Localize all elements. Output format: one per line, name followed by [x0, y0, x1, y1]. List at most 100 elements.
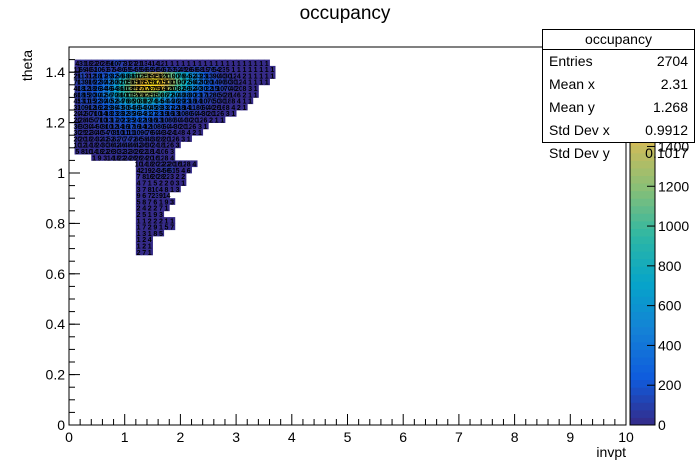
heatmap-cell — [185, 103, 192, 111]
cell-value-label: 42 — [112, 143, 120, 150]
cell-value-label: 18 — [85, 61, 93, 68]
cell-value-label: 5 — [226, 67, 230, 74]
heatmap-cell — [119, 147, 126, 155]
cell-value-label: 2 — [148, 206, 152, 213]
heatmap-cell — [163, 198, 170, 205]
cell-value-label: 1 — [243, 61, 247, 68]
cell-value-label: 30 — [146, 143, 154, 150]
heatmap-cell — [163, 116, 170, 123]
heatmap-cell — [213, 110, 220, 117]
cell-value-label: 21 — [140, 168, 148, 175]
cell-value-label: 3 — [181, 136, 185, 143]
heatmap-cell — [130, 116, 137, 123]
heatmap-cell — [158, 141, 165, 149]
heatmap-cell — [119, 78, 126, 86]
cell-value-label: 4 — [237, 99, 241, 106]
heatmap-cell — [163, 110, 170, 117]
heatmap-cell — [158, 160, 165, 168]
cell-value-label: 32 — [118, 149, 126, 156]
cell-value-label: 70 — [73, 80, 81, 87]
heatmap-cell — [219, 116, 226, 123]
heatmap-cell — [185, 97, 192, 105]
cell-value-label: 160 — [166, 111, 178, 118]
heatmap-cell — [185, 122, 192, 130]
cell-value-label: 1 — [231, 67, 235, 74]
cell-value-label: 900 — [172, 73, 184, 80]
cell-value-label: 1 — [215, 61, 219, 68]
heatmap-cell — [163, 103, 170, 111]
cell-value-label: 4 — [75, 61, 79, 68]
cell-value-label: 8 — [231, 99, 235, 106]
heatmap-cell — [213, 78, 220, 86]
heatmap-cell — [197, 128, 204, 136]
stats-std-y-value: 0.1017 — [645, 145, 688, 161]
heatmap-cell — [141, 198, 148, 205]
cell-value-label: 40 — [96, 130, 104, 137]
cell-value-label: 520 — [188, 86, 200, 93]
cell-value-label: 20 — [151, 162, 159, 169]
palette-swatch — [630, 349, 655, 358]
cell-value-label: 1 — [148, 212, 152, 219]
heatmap-cell — [174, 65, 181, 73]
cell-value-label: 183 — [77, 86, 89, 93]
cell-value-label: 230 — [122, 117, 134, 124]
heatmap-cell — [230, 84, 237, 92]
cell-value-label: 67 — [163, 67, 171, 74]
heatmap-cell — [152, 166, 159, 174]
heatmap-cell — [85, 78, 92, 86]
cell-value-label: 100 — [94, 67, 106, 74]
cell-value-label: 300 — [200, 80, 212, 87]
cell-value-label: 140 — [194, 99, 206, 106]
cell-value-label: 150 — [211, 86, 223, 93]
cell-value-label: 12 — [185, 124, 193, 131]
heatmap-cell — [102, 110, 109, 117]
cell-value-label: 190 — [144, 117, 156, 124]
cell-value-label: 1 — [265, 61, 269, 68]
heatmap-cell — [230, 72, 237, 79]
heatmap-cell — [169, 160, 176, 168]
cell-value-label: 8 — [165, 187, 169, 194]
x-axis-label: invpt — [596, 444, 626, 460]
heatmap-cell — [146, 72, 153, 79]
cell-value-label: 100 — [133, 130, 145, 137]
cell-value-label: 30 — [202, 111, 210, 118]
heatmap-cell — [180, 65, 187, 73]
cell-value-label: 2 — [209, 117, 213, 124]
heatmap-cell — [91, 122, 98, 130]
cell-value-label: 8 — [142, 174, 146, 181]
cell-value-label: 8 — [187, 162, 191, 169]
cell-value-label: 24 — [90, 136, 98, 143]
cell-value-label: 1 — [248, 80, 252, 87]
cell-value-label: 30 — [79, 124, 87, 131]
heatmap-cell — [208, 78, 215, 86]
cell-value-label: 440 — [166, 99, 178, 106]
heatmap-cell — [135, 173, 142, 180]
heatmap-cell — [219, 78, 226, 86]
heatmap-cell — [102, 91, 109, 98]
heatmap-cell — [141, 141, 148, 149]
cell-value-label: 100 — [177, 111, 189, 118]
cell-value-label: 140 — [138, 124, 150, 131]
heatmap-cell — [119, 72, 126, 79]
heatmap-cell — [224, 84, 231, 92]
palette-swatch — [630, 379, 655, 388]
cell-value-label: 390 — [155, 105, 167, 112]
heatmap-cell — [85, 59, 92, 67]
heatmap-cell — [208, 110, 215, 117]
cell-value-label: 2 — [137, 250, 141, 257]
heatmap-cell — [85, 103, 92, 111]
cell-value-label: 8 — [148, 187, 152, 194]
heatmap-cell — [124, 59, 131, 67]
cell-value-label: 340 — [138, 111, 150, 118]
cell-value-label: 18 — [90, 143, 98, 150]
heatmap-cell — [146, 128, 153, 136]
heatmap-cell — [169, 103, 176, 111]
heatmap-cell — [102, 116, 109, 123]
heatmap-cell — [247, 78, 254, 86]
cell-value-label: 230 — [111, 111, 123, 118]
cell-value-label: 10 — [157, 149, 165, 156]
heatmap-cell — [124, 147, 131, 155]
heatmap-cell — [258, 78, 265, 86]
heatmap-cell — [141, 229, 148, 237]
cell-value-label: 36 — [73, 124, 81, 131]
